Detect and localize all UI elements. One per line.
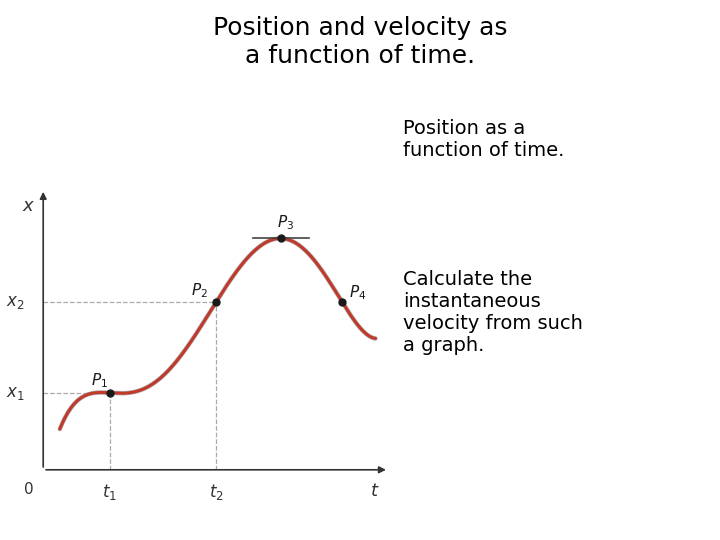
Text: $x_2$: $x_2$ [6, 293, 24, 311]
Text: $t$: $t$ [370, 482, 379, 500]
Text: $x_1$: $x_1$ [6, 384, 24, 402]
Text: $t_1$: $t_1$ [102, 482, 117, 502]
Text: $P_3$: $P_3$ [276, 213, 294, 232]
Text: Position and velocity as
a function of time.: Position and velocity as a function of t… [212, 16, 508, 68]
Text: $0$: $0$ [23, 481, 34, 497]
Text: $P_4$: $P_4$ [349, 284, 366, 302]
Text: Calculate the
instantaneous
velocity from such
a graph.: Calculate the instantaneous velocity fro… [403, 270, 583, 355]
Text: $t_2$: $t_2$ [209, 482, 223, 502]
Text: $P_1$: $P_1$ [91, 372, 108, 390]
Text: Position as a
function of time.: Position as a function of time. [403, 119, 564, 160]
Text: $x$: $x$ [22, 198, 35, 215]
Text: $P_2$: $P_2$ [191, 281, 207, 300]
